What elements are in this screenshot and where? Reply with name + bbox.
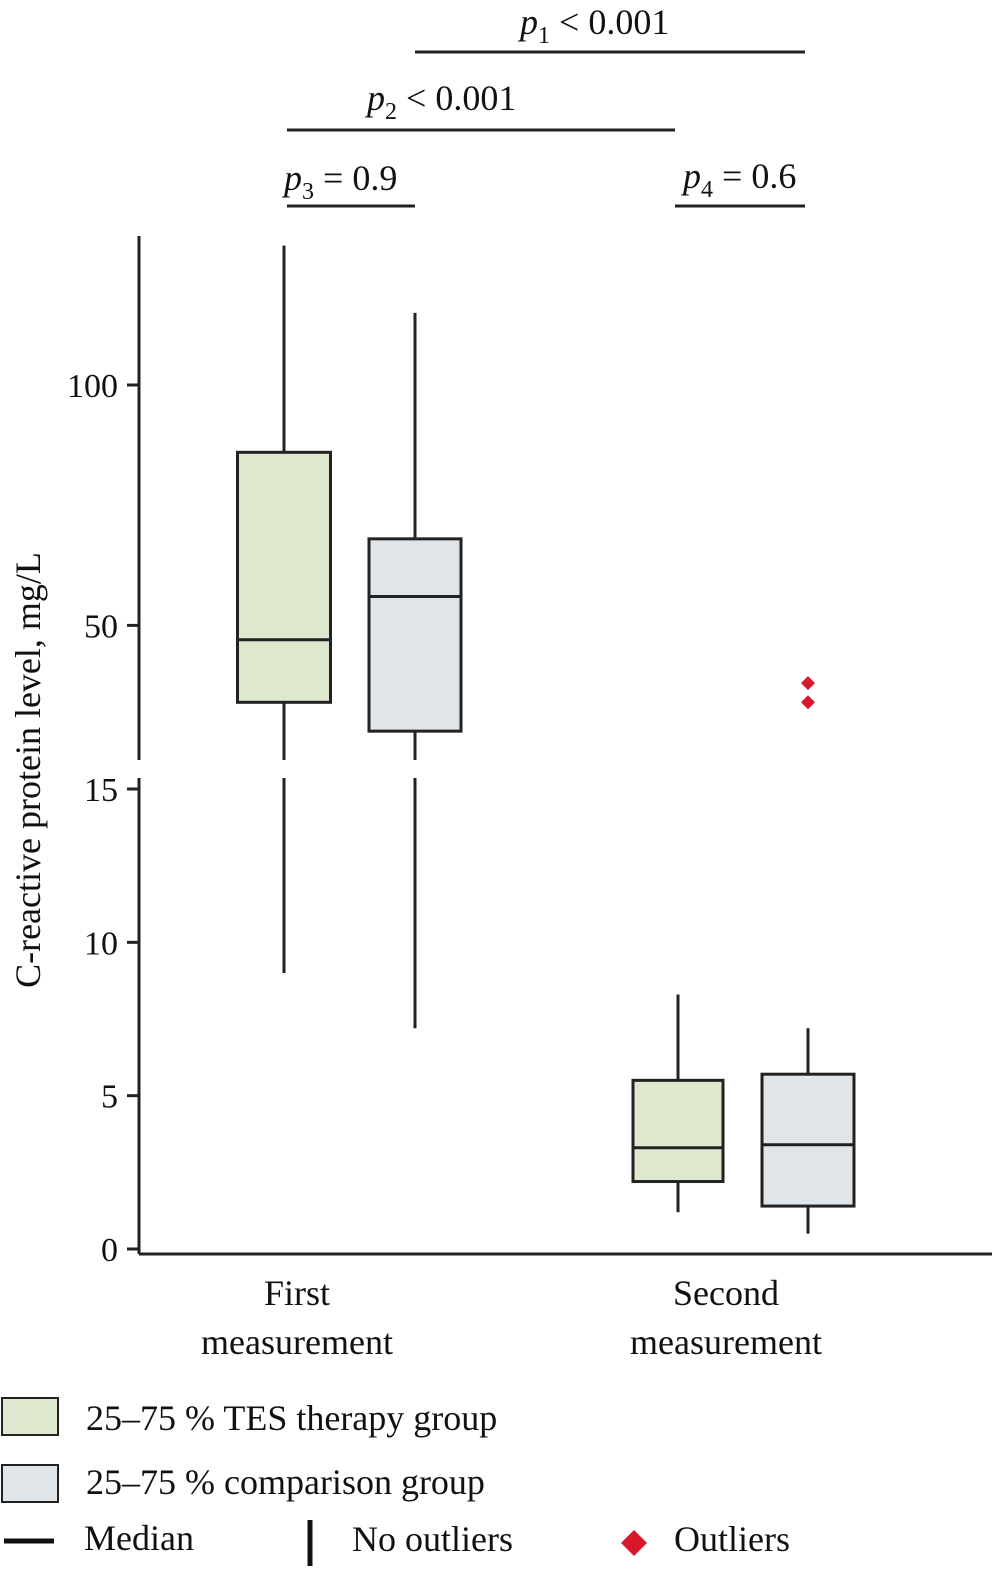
legend-label-comparison: 25–75 % comparison group [86, 1462, 485, 1502]
y-tick-label: 100 [67, 368, 118, 405]
x-category-label-line1: Second [673, 1273, 779, 1313]
significance-label: p1 < 0.001 [517, 2, 669, 49]
legend-outlier-symbol [621, 1530, 647, 1556]
p-subscript: 2 [385, 99, 397, 125]
box-iqr [367, 537, 463, 733]
p-operator: = [314, 158, 352, 198]
y-axis-label: C-reactive protein level, mg/L [8, 552, 48, 988]
p-subscript: 3 [302, 179, 314, 205]
significance-label: p4 = 0.6 [680, 156, 796, 203]
significance-label: p3 = 0.9 [281, 158, 397, 205]
p-operator: < [397, 78, 435, 118]
box-iqr [760, 1072, 856, 1208]
box-comparison-second [760, 1028, 856, 1234]
x-category-label-line2: measurement [201, 1322, 393, 1362]
y-tick-label: 10 [84, 925, 118, 962]
box-tes-first [236, 245, 332, 973]
y-tick-label: 15 [84, 772, 118, 809]
legend-swatch-comparison [1, 1464, 59, 1503]
outlier-point [801, 695, 815, 710]
x-category-label-line1: First [264, 1273, 330, 1313]
p-symbol: p [364, 78, 385, 118]
y-tick-label: 5 [101, 1079, 118, 1116]
y-tick-label: 50 [84, 608, 118, 645]
p-value: 0.9 [352, 158, 397, 198]
legend-label-median: Median [84, 1518, 194, 1558]
p-symbol: p [281, 158, 302, 198]
y-tick-label: 0 [101, 1232, 118, 1269]
p-value: 0.6 [751, 156, 796, 196]
legend-swatch-tes [1, 1397, 59, 1436]
p-value: 0.001 [588, 2, 669, 42]
p-subscript: 1 [538, 23, 550, 49]
legend-label-outliers: Outliers [674, 1519, 790, 1559]
p-operator: = [713, 156, 751, 196]
x-category-label-line2: measurement [630, 1322, 822, 1362]
significance-label: p2 < 0.001 [364, 78, 516, 125]
p-value: 0.001 [435, 78, 516, 118]
p-symbol: p [680, 156, 701, 196]
box-comparison-first [367, 312, 463, 1029]
p-subscript: 4 [701, 177, 713, 203]
box-iqr [631, 1078, 725, 1184]
legend-label-no-outliers: No outliers [352, 1519, 513, 1559]
p-operator: < [550, 2, 588, 42]
p-symbol: p [517, 2, 538, 42]
outlier-point [801, 676, 815, 691]
box-tes-second [631, 994, 725, 1213]
box-iqr [236, 450, 332, 704]
legend-label-tes: 25–75 % TES therapy group [86, 1398, 497, 1438]
